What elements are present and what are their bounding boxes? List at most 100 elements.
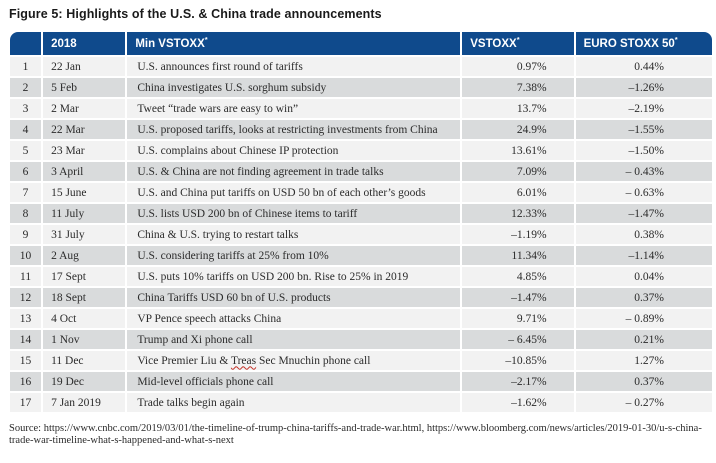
date-cell: 31 July bbox=[43, 225, 126, 244]
date-cell: 1 Nov bbox=[43, 330, 126, 349]
euro-stoxx-value-cell: –1.55% bbox=[575, 120, 712, 139]
figure-title: Figure 5: Highlights of the U.S. & China… bbox=[9, 7, 382, 21]
table-row: 11 17 Sept U.S. puts 10% tariffs on USD 20… bbox=[10, 267, 712, 286]
date-cell: 11 Dec bbox=[43, 351, 126, 370]
euro-stoxx-value-cell: 0.44% bbox=[575, 57, 712, 76]
row-number-cell: 13 bbox=[10, 309, 42, 328]
table-row: 12 18 Sept China Tariffs USD 60 bn of U.S.… bbox=[10, 288, 712, 307]
euro-stoxx-value-cell: –1.50% bbox=[575, 141, 712, 160]
column-header-vst: VSTOXX* bbox=[462, 32, 574, 55]
event-description-cell: U.S. & China are not finding agreement i… bbox=[127, 162, 461, 181]
vstoxx-value-cell: 7.09% bbox=[462, 162, 574, 181]
table-row: 17 7 Jan 2019 Trade talks begin again –1.62… bbox=[10, 393, 712, 412]
event-description-cell: Vice Premier Liu & Treas Sec Mnuchin pho… bbox=[127, 351, 461, 370]
table-header-row: 2018 Min VSTOXX* VSTOXX* EURO STOXX 50* bbox=[10, 32, 712, 55]
row-number-cell: 16 bbox=[10, 372, 42, 391]
row-number-cell: 1 bbox=[10, 57, 42, 76]
euro-stoxx-value-cell: –1.14% bbox=[575, 246, 712, 265]
row-number-cell: 11 bbox=[10, 267, 42, 286]
column-header-event: Min VSTOXX* bbox=[127, 32, 461, 55]
date-cell: 5 Feb bbox=[43, 78, 126, 97]
header-footnote-marker: * bbox=[204, 34, 208, 44]
event-description-cell: VP Pence speech attacks China bbox=[127, 309, 461, 328]
row-number-cell: 5 bbox=[10, 141, 42, 160]
date-cell: 19 Dec bbox=[43, 372, 126, 391]
event-description-cell: Trump and Xi phone call bbox=[127, 330, 461, 349]
vstoxx-value-cell: 11.34% bbox=[462, 246, 574, 265]
column-header-euro: EURO STOXX 50* bbox=[575, 32, 712, 55]
date-cell: 2 Aug bbox=[43, 246, 126, 265]
column-header-date: 2018 bbox=[43, 32, 126, 55]
row-number-cell: 4 bbox=[10, 120, 42, 139]
vstoxx-value-cell: 4.85% bbox=[462, 267, 574, 286]
euro-stoxx-value-cell: 0.21% bbox=[575, 330, 712, 349]
event-description-cell: Tweet “trade wars are easy to win” bbox=[127, 99, 461, 118]
row-number-cell: 6 bbox=[10, 162, 42, 181]
table-row: 13 4 Oct VP Pence speech attacks China 9.71… bbox=[10, 309, 712, 328]
date-cell: 3 April bbox=[43, 162, 126, 181]
vstoxx-value-cell: 13.61% bbox=[462, 141, 574, 160]
row-number-cell: 7 bbox=[10, 183, 42, 202]
event-description-cell: U.S. lists USD 200 bn of Chinese items t… bbox=[127, 204, 461, 223]
vstoxx-value-cell: –1.47% bbox=[462, 288, 574, 307]
event-description-cell: China Tariffs USD 60 bn of U.S. products bbox=[127, 288, 461, 307]
euro-stoxx-value-cell: – 0.43% bbox=[575, 162, 712, 181]
vstoxx-value-cell: 7.38% bbox=[462, 78, 574, 97]
vstoxx-value-cell: –2.17% bbox=[462, 372, 574, 391]
date-cell: 22 Jan bbox=[43, 57, 126, 76]
row-number-cell: 12 bbox=[10, 288, 42, 307]
table-row: 1 22 Jan U.S. announces first round of tar… bbox=[10, 57, 712, 76]
vstoxx-value-cell: –10.85% bbox=[462, 351, 574, 370]
row-number-cell: 17 bbox=[10, 393, 42, 412]
table-header: 2018 Min VSTOXX* VSTOXX* EURO STOXX 50* bbox=[10, 32, 712, 55]
table-row: 4 22 Mar U.S. proposed tariffs, looks at r… bbox=[10, 120, 712, 139]
row-number-cell: 2 bbox=[10, 78, 42, 97]
euro-stoxx-value-cell: 0.04% bbox=[575, 267, 712, 286]
table-body: 1 22 Jan U.S. announces first round of tar… bbox=[10, 57, 712, 412]
vstoxx-value-cell: 12.33% bbox=[462, 204, 574, 223]
table-row: 14 1 Nov Trump and Xi phone call – 6.45% 0.2… bbox=[10, 330, 712, 349]
table-row: 10 2 Aug U.S. considering tariffs at 25% f… bbox=[10, 246, 712, 265]
date-cell: 18 Sept bbox=[43, 288, 126, 307]
euro-stoxx-value-cell: –2.19% bbox=[575, 99, 712, 118]
row-number-cell: 8 bbox=[10, 204, 42, 223]
vstoxx-value-cell: – 6.45% bbox=[462, 330, 574, 349]
row-number-cell: 10 bbox=[10, 246, 42, 265]
table-row: 9 31 July China & U.S. trying to restart t… bbox=[10, 225, 712, 244]
row-number-cell: 9 bbox=[10, 225, 42, 244]
table-row: 15 11 Dec Vice Premier Liu & Treas Sec Mnu… bbox=[10, 351, 712, 370]
event-description-cell: U.S. considering tariffs at 25% from 10% bbox=[127, 246, 461, 265]
event-description-cell: Mid-level officials phone call bbox=[127, 372, 461, 391]
vstoxx-value-cell: 24.9% bbox=[462, 120, 574, 139]
column-header-num bbox=[10, 32, 42, 55]
event-description-cell: China investigates U.S. sorghum subsidy bbox=[127, 78, 461, 97]
date-cell: 17 Sept bbox=[43, 267, 126, 286]
row-number-cell: 3 bbox=[10, 99, 42, 118]
event-description-cell: U.S. proposed tariffs, looks at restrict… bbox=[127, 120, 461, 139]
row-number-cell: 14 bbox=[10, 330, 42, 349]
euro-stoxx-value-cell: 0.38% bbox=[575, 225, 712, 244]
source-note: Source: https://www.cnbc.com/2019/03/01/… bbox=[9, 423, 702, 446]
vstoxx-value-cell: 13.7% bbox=[462, 99, 574, 118]
euro-stoxx-value-cell: 1.27% bbox=[575, 351, 712, 370]
vstoxx-value-cell: –1.19% bbox=[462, 225, 574, 244]
euro-stoxx-value-cell: 0.37% bbox=[575, 372, 712, 391]
date-cell: 4 Oct bbox=[43, 309, 126, 328]
euro-stoxx-value-cell: –1.26% bbox=[575, 78, 712, 97]
event-description-cell: Trade talks begin again bbox=[127, 393, 461, 412]
vstoxx-value-cell: –1.62% bbox=[462, 393, 574, 412]
euro-stoxx-value-cell: –1.47% bbox=[575, 204, 712, 223]
event-description-cell: U.S. complains about Chinese IP protecti… bbox=[127, 141, 461, 160]
euro-stoxx-value-cell: – 0.27% bbox=[575, 393, 712, 412]
header-footnote-marker: * bbox=[516, 34, 520, 44]
event-description-cell: U.S. announces first round of tariffs bbox=[127, 57, 461, 76]
trade-announcements-table: 2018 Min VSTOXX* VSTOXX* EURO STOXX 50* 1 22… bbox=[8, 30, 714, 414]
header-footnote-marker: * bbox=[674, 34, 678, 44]
date-cell: 23 Mar bbox=[43, 141, 126, 160]
euro-stoxx-value-cell: – 0.63% bbox=[575, 183, 712, 202]
row-number-cell: 15 bbox=[10, 351, 42, 370]
table-row: 16 19 Dec Mid-level officials phone call –2… bbox=[10, 372, 712, 391]
event-description-cell: China & U.S. trying to restart talks bbox=[127, 225, 461, 244]
